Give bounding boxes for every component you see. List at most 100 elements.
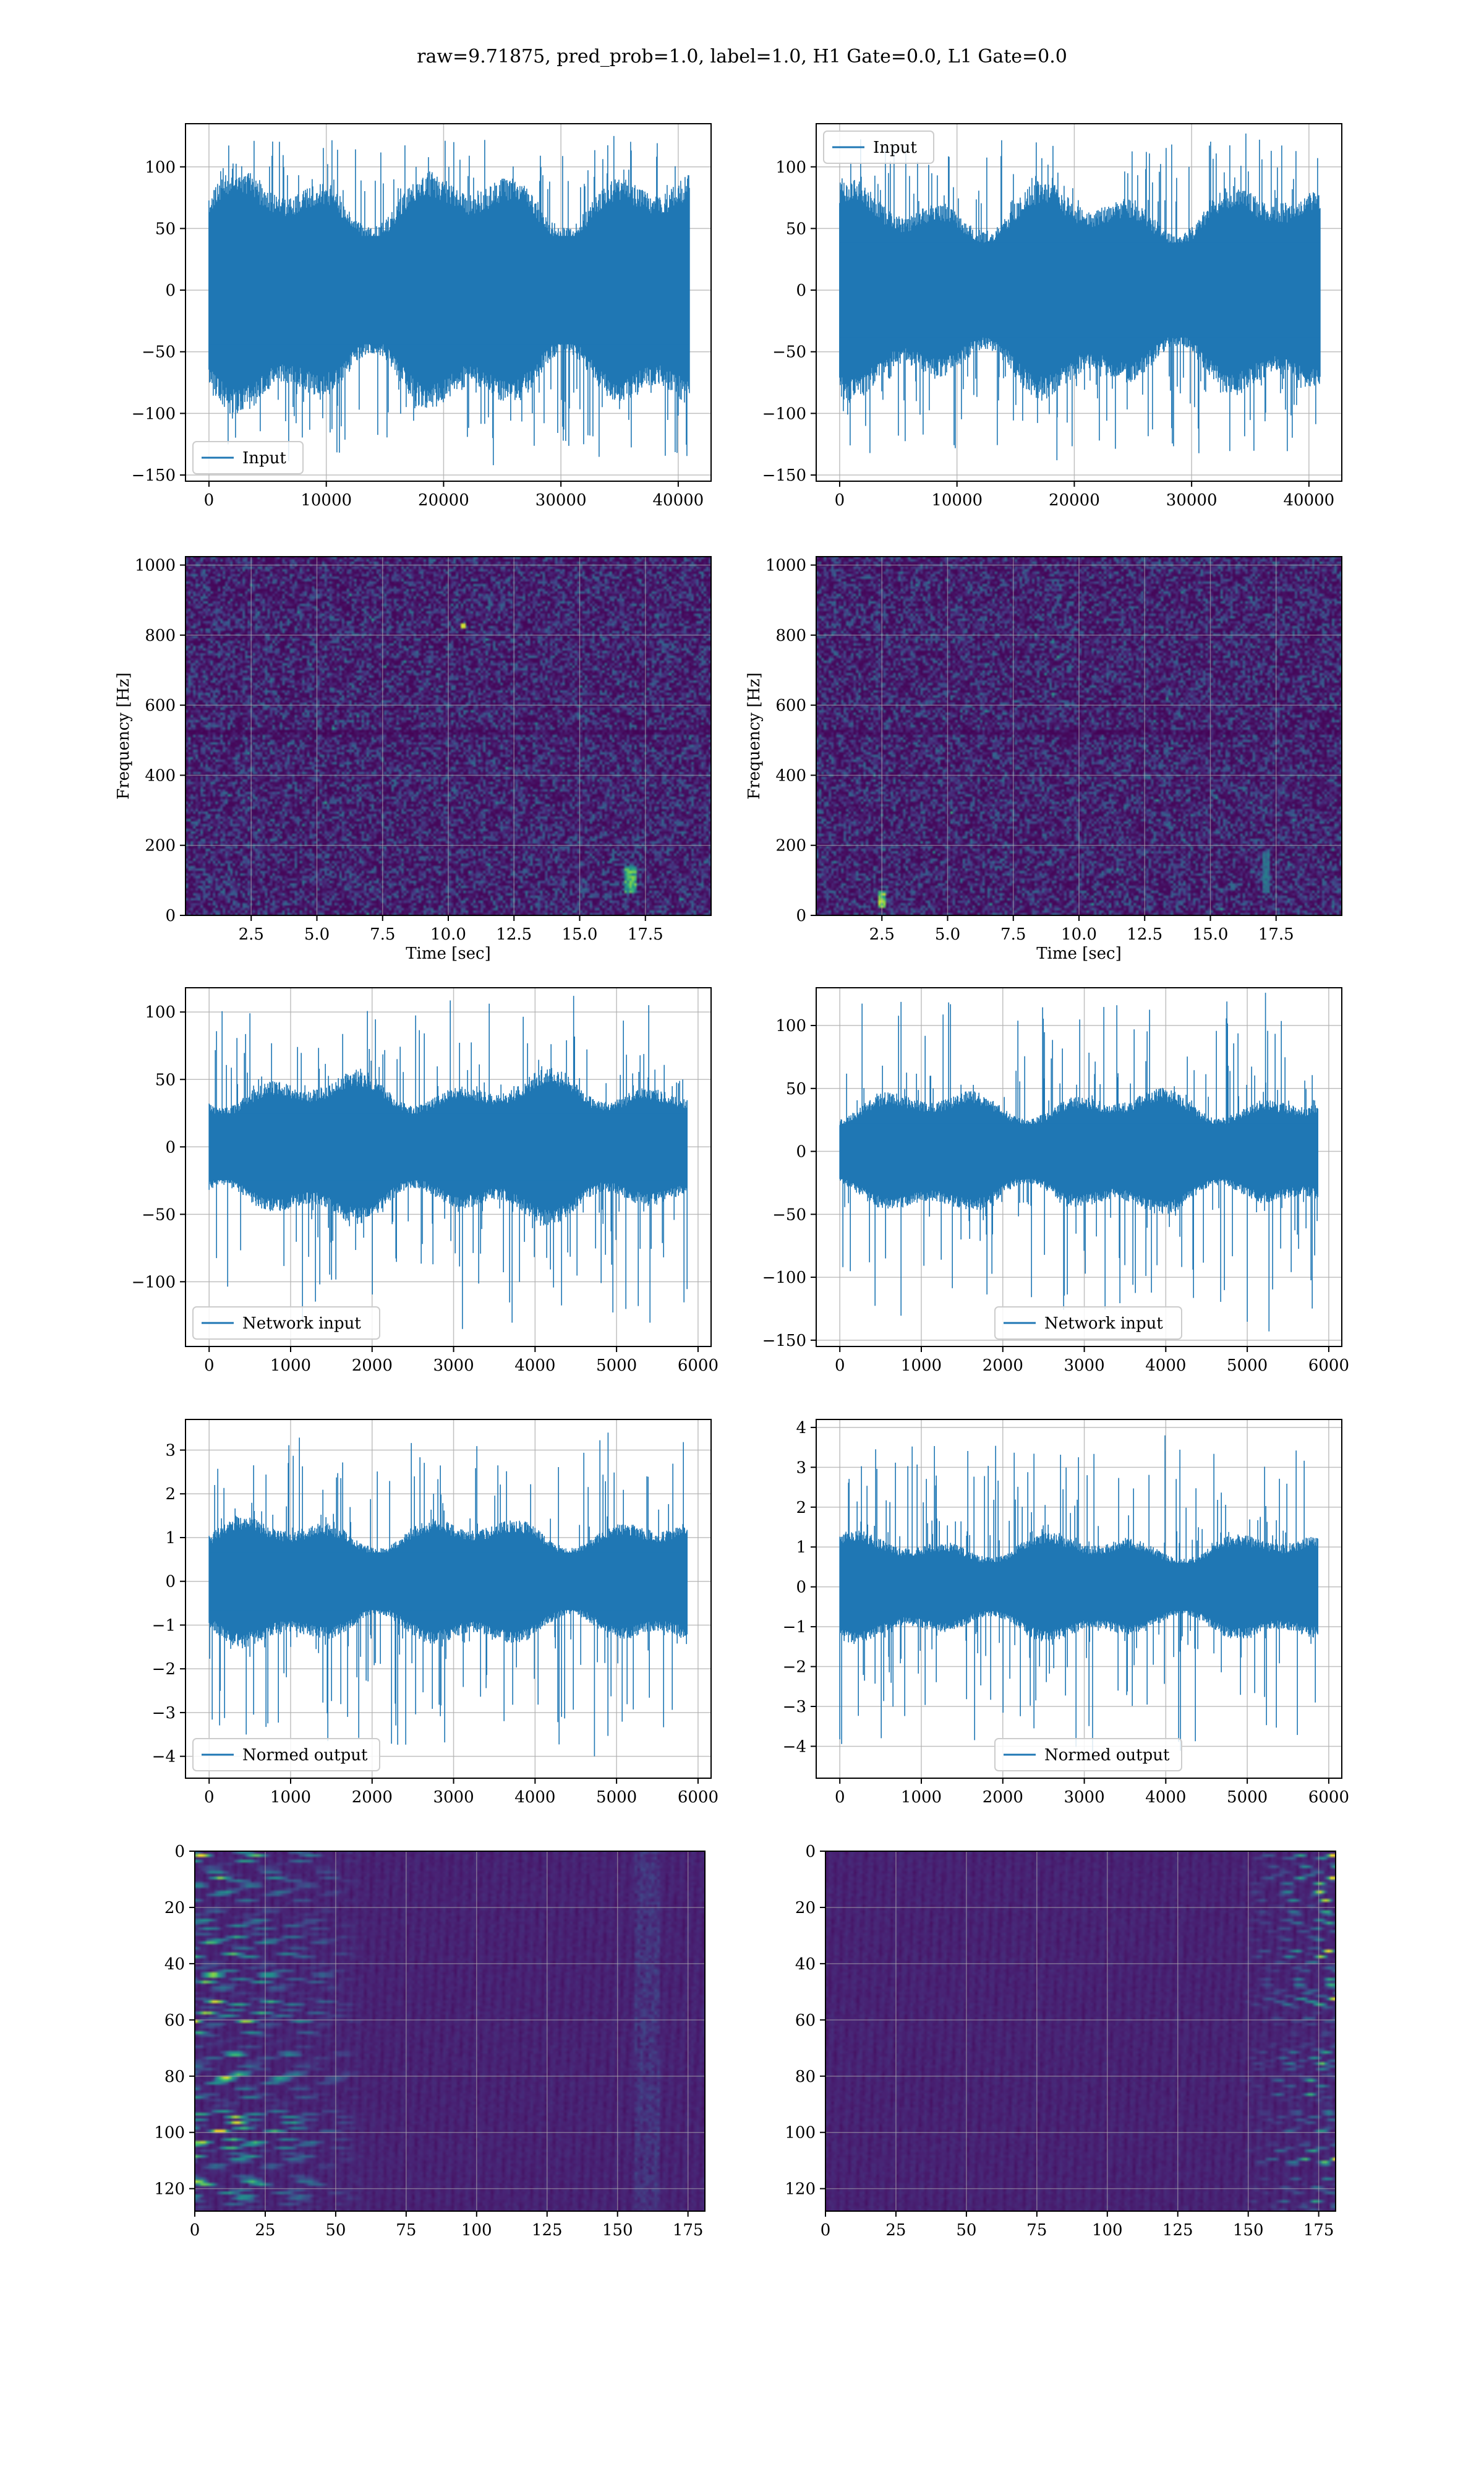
y-tick-label: 0 <box>796 907 806 925</box>
y-tick-label: 1000 <box>765 557 806 575</box>
y-tick-label: 80 <box>164 2068 185 2086</box>
legend: Network input <box>994 1306 1182 1340</box>
legend-box <box>192 1306 380 1340</box>
y-tick-label: 100 <box>145 1003 176 1022</box>
x-tick-label: 2000 <box>983 1788 1023 1807</box>
y-tick-label: 50 <box>786 220 806 238</box>
x-tick-label: 10000 <box>301 491 352 510</box>
x-tick-label: 0 <box>204 1788 215 1807</box>
data-layer <box>208 135 690 466</box>
y-tick-label: −1 <box>152 1616 176 1635</box>
y-tick-label: 100 <box>154 2124 185 2142</box>
x-tick-label: 6000 <box>1308 1356 1349 1375</box>
y-tick-label: −1 <box>783 1618 806 1637</box>
x-tick-label: 3000 <box>433 1788 474 1807</box>
y-tick-label: 120 <box>785 2180 816 2199</box>
x-tick-label: 20000 <box>418 491 469 510</box>
x-tick-label: 125 <box>532 2221 563 2240</box>
chart-r1c2: 0 10000 20000 30000 40000 −150 −100 −50 0 50 100 In… <box>762 123 1342 510</box>
y-tick-label: −50 <box>142 343 176 362</box>
chart-r2c1: 2.5 5.0 7.5 10.0 12.5 15.0 17.5 0 200 400 600 800 10… <box>114 556 712 963</box>
y-tick-label: −50 <box>772 1205 806 1224</box>
y-tick-label: 200 <box>775 837 806 855</box>
x-tick-label: 175 <box>1303 2221 1334 2240</box>
x-tick-label: 7.5 <box>1000 925 1026 944</box>
x-tick-label: 2.5 <box>869 925 895 944</box>
data-layer <box>839 133 1321 461</box>
y-tick-label: 100 <box>775 1017 806 1035</box>
y-tick-label: 3 <box>796 1458 806 1477</box>
x-axis-label: Time [sec] <box>1036 944 1122 963</box>
legend-box <box>823 131 934 164</box>
axes-frame <box>816 556 1342 916</box>
y-tick-label: 600 <box>775 696 806 715</box>
series-core-band <box>839 242 1321 338</box>
chart-r4c1: 0 1000 2000 3000 4000 5000 6000 −4 −3 −2 −1 0 1 2 3 Nor… <box>152 1419 719 1807</box>
x-tick-label: 1000 <box>901 1356 942 1375</box>
y-tick-label: 20 <box>164 1899 185 1917</box>
x-axis-label: Time [sec] <box>406 944 491 963</box>
y-tick-label: 0 <box>796 1578 806 1597</box>
y-tick-label: −4 <box>783 1737 806 1756</box>
x-tick-label: 7.5 <box>370 925 395 944</box>
x-tick-label: 1000 <box>270 1356 311 1375</box>
y-tick-label: −2 <box>152 1660 176 1679</box>
figure-title: raw=9.71875, pred_prob=1.0, label=1.0, H… <box>417 46 1067 67</box>
series-core-band <box>209 1113 688 1181</box>
axes-frame <box>185 1419 712 1779</box>
axes-frame <box>825 1851 1336 2212</box>
y-tick-label: 0 <box>165 907 176 925</box>
y-tick-label: −3 <box>783 1698 806 1716</box>
x-tick-label: 50 <box>325 2221 346 2240</box>
y-tick-label: 100 <box>145 158 176 177</box>
y-tick-label: 400 <box>775 766 806 785</box>
y-tick-label: 80 <box>795 2068 816 2086</box>
y-tick-label: −150 <box>132 466 176 485</box>
legend: Input <box>192 441 304 474</box>
y-tick-label: 40 <box>164 1955 185 1974</box>
y-tick-label: 120 <box>154 2180 185 2199</box>
y-tick-label: 0 <box>805 1843 816 1861</box>
legend-box <box>192 441 304 474</box>
legend-label: Normed output <box>242 1746 368 1765</box>
legend-label: Network input <box>1044 1314 1163 1333</box>
x-tick-label: 40000 <box>653 491 704 510</box>
x-tick-label: 1000 <box>270 1788 311 1807</box>
axes-frame <box>816 123 1342 482</box>
y-tick-label: −4 <box>152 1748 176 1766</box>
legend-box <box>994 1738 1182 1771</box>
x-tick-label: 40000 <box>1284 491 1335 510</box>
x-tick-label: 75 <box>396 2221 416 2240</box>
x-tick-label: 0 <box>835 491 845 510</box>
chart-r4c2: 0 1000 2000 3000 4000 5000 6000 −4 −3 −2 −1 0 1 2 3 4 No… <box>783 1419 1349 1807</box>
y-tick-label: 60 <box>164 2011 185 2030</box>
x-tick-label: 0 <box>835 1788 845 1807</box>
series-core-band <box>840 1562 1318 1611</box>
x-tick-label: 150 <box>1233 2221 1264 2240</box>
y-tick-label: −100 <box>762 404 806 423</box>
axes-frame <box>194 1851 706 2212</box>
x-tick-label: 100 <box>461 2221 492 2240</box>
x-tick-label: 30000 <box>535 491 587 510</box>
x-tick-label: 2000 <box>352 1788 393 1807</box>
y-tick-label: 1000 <box>135 557 176 575</box>
y-tick-label: 50 <box>786 1080 806 1098</box>
x-tick-label: 125 <box>1162 2221 1193 2240</box>
x-tick-label: 3000 <box>433 1356 474 1375</box>
data-layer <box>839 1435 1318 1758</box>
x-tick-label: 30000 <box>1166 491 1217 510</box>
chart-r2c2: 2.5 5.0 7.5 10.0 12.5 15.0 17.5 0 200 400 600 800 10… <box>745 556 1342 963</box>
x-tick-label: 25 <box>255 2221 275 2240</box>
y-tick-label: 0 <box>174 1843 185 1861</box>
x-tick-label: 12.5 <box>1127 925 1162 944</box>
x-tick-label: 3000 <box>1064 1356 1104 1375</box>
y-tick-label: −50 <box>142 1205 176 1224</box>
legend: Normed output <box>192 1738 380 1771</box>
x-tick-label: 6000 <box>678 1788 719 1807</box>
y-tick-label: −2 <box>783 1658 806 1677</box>
tick-group: 0 25 50 75 100 125 150 175 0 20 40 60 80 100 120 <box>154 1843 703 2240</box>
y-tick-label: 400 <box>145 766 176 785</box>
series-core-band <box>840 1123 1318 1179</box>
legend: Input <box>823 131 934 164</box>
